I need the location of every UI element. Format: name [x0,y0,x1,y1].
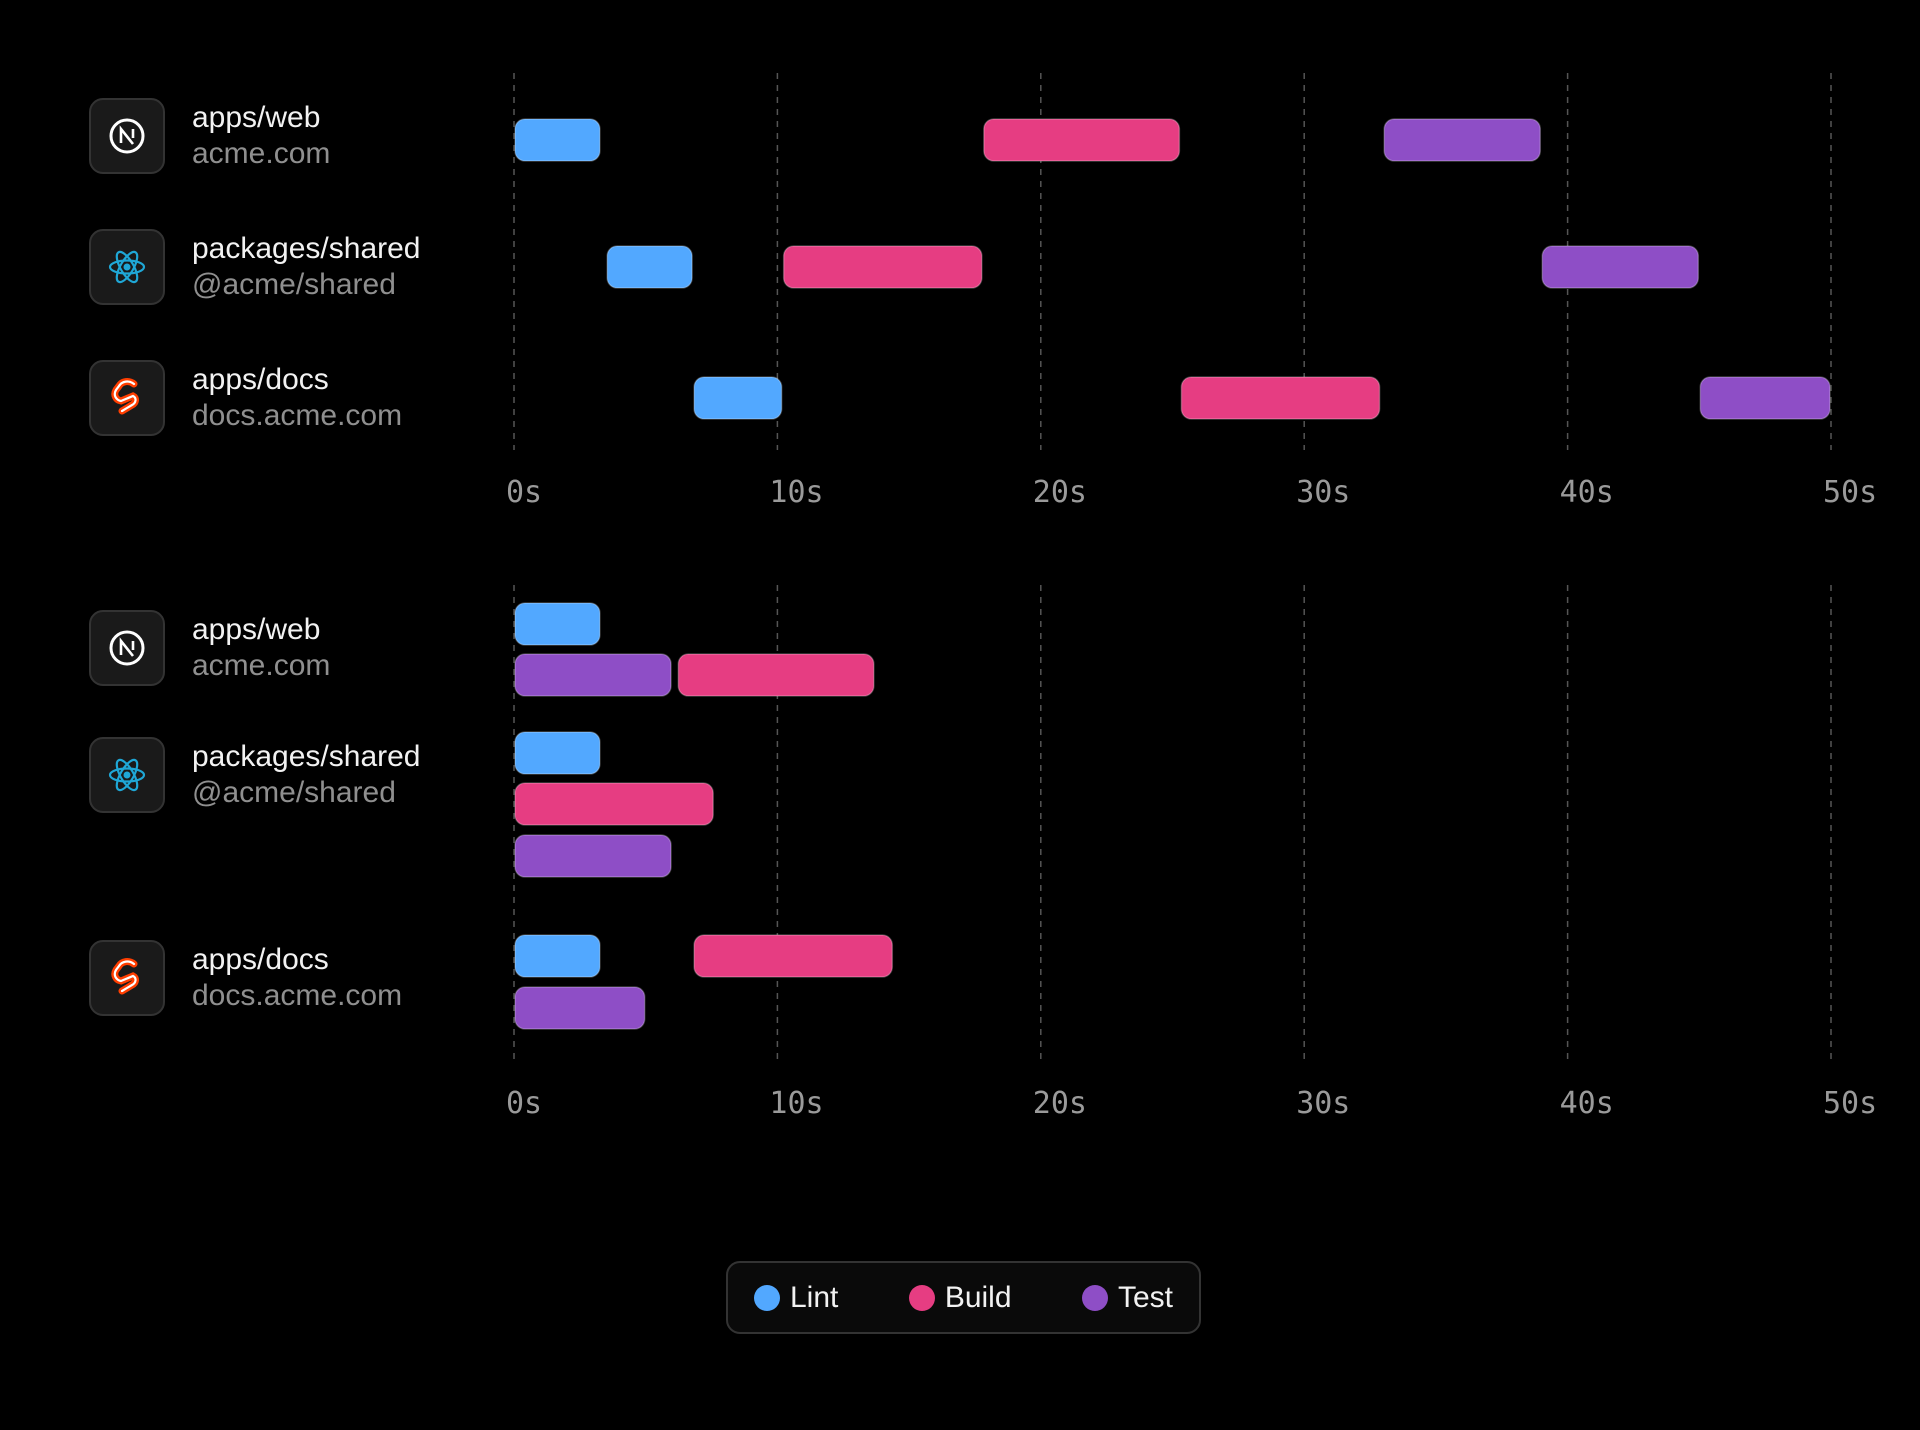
legend-label: Lint [790,1280,839,1314]
package-label: packages/shared @acme/shared [89,227,421,307]
package-subtitle: acme.com [192,649,331,682]
bar-test [1383,118,1542,162]
bar-test [514,834,672,878]
package-subtitle: @acme/shared [192,776,396,809]
legend-label: Test [1117,1280,1173,1314]
package-name: apps/web [192,101,321,134]
package-name: packages/shared [192,232,421,265]
package-subtitle: docs.acme.com [192,399,403,432]
bar-build [693,934,894,978]
x-tick-label: 50s [1823,475,1877,510]
package-name: packages/shared [192,740,421,773]
bar-lint [514,731,601,775]
bar-lint [606,245,693,289]
package-name: apps/docs [192,943,329,976]
bar-test [514,986,646,1030]
react-icon [89,229,165,305]
package-label: packages/shared @acme/shared [89,735,421,815]
x-tick-label: 30s [1296,475,1350,510]
bar-lint [693,376,783,420]
bar-lint [514,118,601,162]
package-label: apps/web acme.com [89,96,330,176]
x-tick-label: 40s [1560,1086,1614,1121]
legend-item-build: Build [908,1280,1012,1315]
x-tick-label: 10s [769,475,823,510]
legend-item-test: Test [1081,1280,1173,1315]
bar-build [782,245,983,289]
lint-dot-icon [754,1284,780,1311]
package-subtitle: acme.com [192,137,331,170]
bar-test [1541,245,1700,289]
test-dot-icon [1081,1284,1108,1311]
x-tick-label: 10s [769,1086,823,1121]
x-tick-label: 30s [1296,1086,1350,1121]
bar-build [677,653,875,697]
build-dot-icon [908,1284,935,1311]
x-tick-label: 20s [1033,475,1087,510]
bar-build [983,118,1181,162]
x-tick-label: 0s [506,1086,542,1121]
legend-item-lint: Lint [754,1281,838,1315]
bar-build [514,782,714,826]
bar-test [514,653,672,697]
bar-test [1699,376,1831,420]
nextjs-icon [89,610,165,686]
svelte-icon [89,940,165,1016]
legend: Lint Build Test [726,1261,1201,1334]
svelte-icon [89,360,165,436]
package-name: apps/docs [192,363,329,396]
package-subtitle: @acme/shared [192,268,396,301]
react-icon [89,737,165,813]
x-tick-label: 50s [1823,1086,1877,1121]
bar-lint [514,602,601,646]
x-tick-label: 40s [1560,475,1614,510]
nextjs-icon [89,98,165,174]
legend-label: Build [944,1280,1012,1314]
package-label: apps/docs docs.acme.com [89,358,402,438]
bar-build [1180,376,1381,420]
x-tick-label: 20s [1033,1086,1087,1121]
package-label: apps/docs docs.acme.com [89,938,402,1018]
x-tick-label: 0s [506,475,542,510]
package-label: apps/web acme.com [89,608,330,688]
package-subtitle: docs.acme.com [192,979,403,1012]
bar-lint [514,934,601,978]
package-name: apps/web [192,613,321,646]
